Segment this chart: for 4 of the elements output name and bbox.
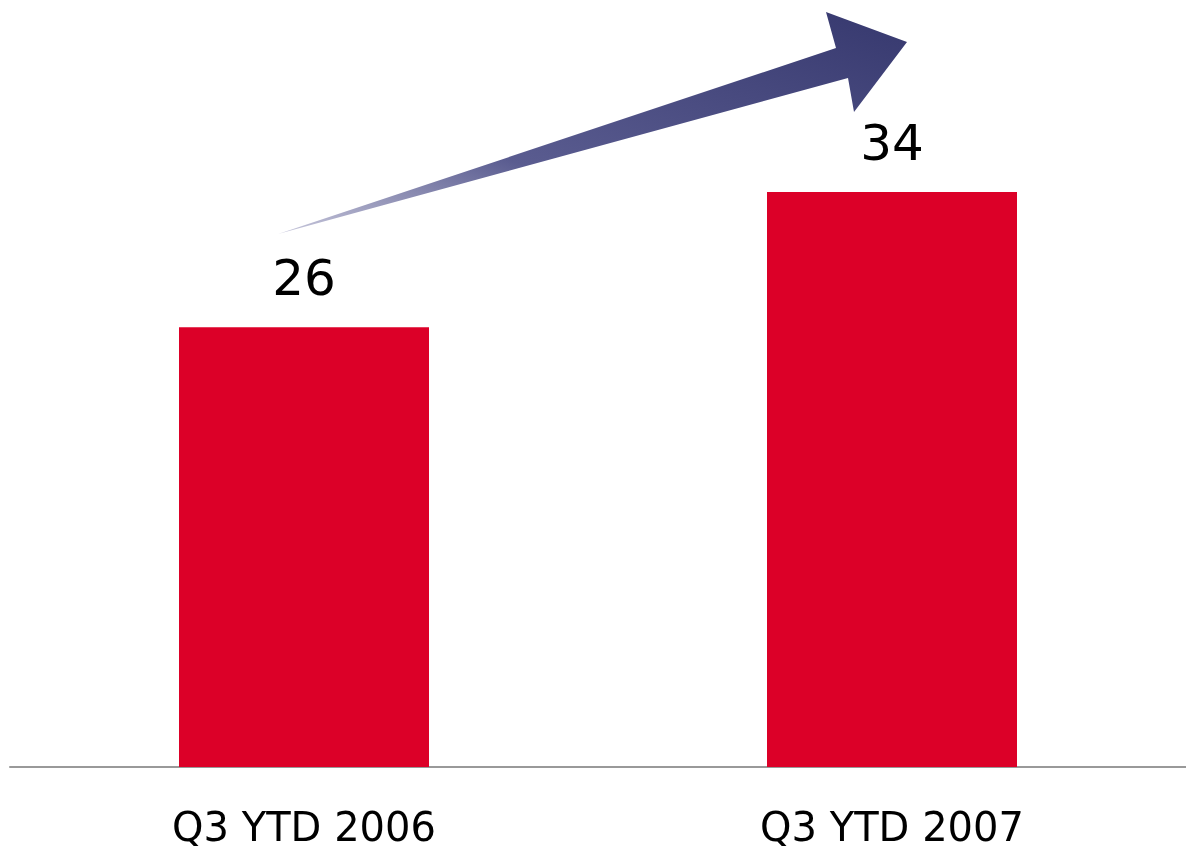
data-label: 26 <box>272 249 336 308</box>
x-tick-label: Q3 YTD 2007 <box>760 804 1024 850</box>
data-label: 34 <box>860 113 924 172</box>
x-tick-label: Q3 YTD 2006 <box>172 804 436 850</box>
